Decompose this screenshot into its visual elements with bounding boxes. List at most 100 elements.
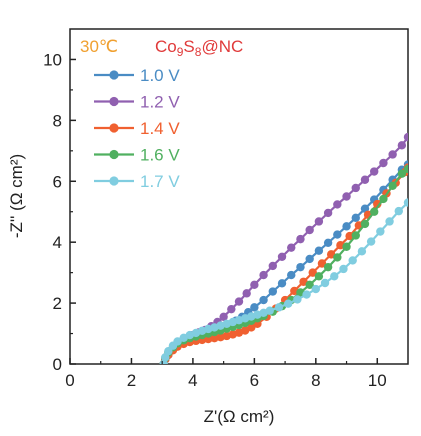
data-point	[342, 222, 351, 231]
x-tick-label: 2	[127, 371, 136, 390]
y-tick-label: 2	[53, 294, 62, 313]
legend-marker	[109, 176, 119, 186]
y-axis-title: -Z'' (Ω cm²)	[7, 154, 26, 238]
data-point	[274, 303, 284, 312]
data-point	[242, 289, 251, 298]
data-point	[259, 295, 268, 305]
legend-marker	[109, 70, 119, 80]
data-point	[357, 247, 367, 256]
data-point	[333, 253, 342, 262]
data-point	[348, 256, 357, 265]
data-point	[370, 167, 379, 176]
data-point	[403, 198, 408, 207]
data-point	[277, 279, 287, 288]
material-annotation: Co9S8@NC	[155, 37, 243, 59]
data-point	[268, 261, 277, 271]
data-point	[259, 270, 268, 280]
data-point	[360, 219, 370, 229]
data-point	[397, 169, 407, 178]
data-point	[287, 243, 296, 252]
x-tick-label: 4	[188, 371, 197, 390]
x-tick-label: 0	[65, 371, 74, 390]
data-point	[250, 280, 259, 290]
data-point	[210, 333, 219, 343]
data-point	[339, 264, 348, 274]
data-point	[234, 297, 244, 306]
legend-label: 1.7 V	[140, 172, 180, 191]
data-point	[330, 272, 339, 281]
data-point	[403, 164, 408, 174]
data-point	[305, 254, 314, 264]
data-point	[403, 132, 408, 142]
data-point	[345, 231, 354, 241]
data-point	[173, 337, 182, 346]
data-point	[394, 206, 403, 216]
x-tick-label: 8	[311, 371, 320, 390]
data-point	[219, 312, 228, 321]
temperature-annotation: 30℃	[80, 37, 118, 56]
data-point	[311, 284, 321, 294]
data-point	[370, 207, 379, 216]
data-point	[333, 200, 342, 209]
data-point	[360, 175, 370, 184]
data-point	[323, 208, 333, 218]
data-point	[314, 246, 324, 255]
data-point	[376, 227, 385, 236]
data-point	[379, 194, 388, 204]
data-point	[342, 242, 351, 251]
y-tick-label: 8	[53, 111, 62, 130]
data-point	[333, 230, 342, 239]
legend-label: 1.6 V	[140, 146, 180, 165]
data-point	[314, 217, 324, 226]
data-point	[314, 272, 324, 281]
data-point	[366, 237, 376, 246]
data-point	[385, 217, 394, 226]
x-axis-title: Z'(Ω cm²)	[204, 407, 275, 426]
data-point	[250, 303, 259, 312]
x-tick-label: 6	[250, 371, 259, 390]
data-point	[320, 278, 330, 288]
plot-frame	[69, 28, 409, 365]
data-point	[227, 304, 236, 314]
data-point	[351, 231, 360, 240]
data-point	[302, 290, 311, 299]
data-point	[388, 150, 397, 159]
data-point	[283, 299, 293, 308]
data-point	[351, 213, 360, 223]
y-tick-label: 0	[53, 355, 62, 374]
data-point	[296, 262, 305, 272]
y-tick-label: 4	[53, 233, 62, 252]
data-point	[305, 280, 314, 290]
legend-marker	[109, 149, 119, 160]
y-tick-label: 10	[43, 50, 62, 69]
data-point	[379, 158, 388, 168]
y-axis: 0 2 4 6 8 10	[43, 50, 76, 374]
legend-label: 1.2 V	[140, 93, 180, 112]
data-point	[342, 192, 351, 201]
y-tick-label: 6	[53, 172, 62, 191]
data-point	[323, 238, 333, 247]
legend: 1.0 V 1.2 V 1.4 V 1.6 V 1.7 V	[94, 66, 180, 191]
data-point	[293, 295, 302, 304]
data-point	[265, 306, 274, 315]
data-point	[268, 287, 277, 296]
data-point	[317, 259, 327, 268]
data-point	[323, 262, 333, 272]
legend-marker	[109, 123, 119, 133]
x-axis: 0 2 4 6 8 10	[65, 358, 387, 390]
data-point	[247, 323, 256, 332]
x-tick-label: 10	[368, 371, 387, 390]
data-point	[388, 181, 397, 191]
series-layer	[159, 132, 408, 364]
legend-label: 1.4 V	[140, 119, 180, 138]
data-point	[305, 225, 314, 235]
legend-marker	[109, 96, 119, 107]
data-point	[164, 347, 173, 356]
plot-area	[69, 28, 409, 365]
data-point	[397, 141, 407, 150]
legend-label: 1.0 V	[140, 66, 180, 85]
data-point	[296, 234, 305, 244]
data-point	[287, 270, 296, 280]
data-point	[277, 252, 287, 261]
